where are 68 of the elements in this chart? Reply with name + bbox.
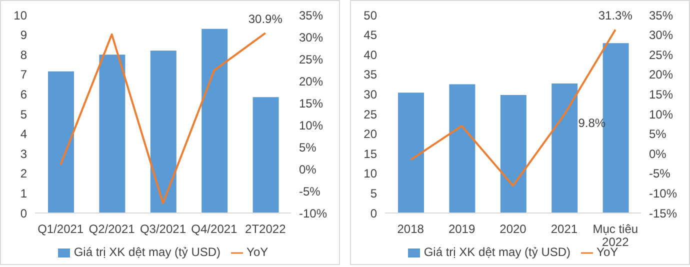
legend-label: YoY — [246, 245, 268, 259]
y2-tick-label: 10% — [649, 107, 674, 122]
y2-tick-label: -5% — [649, 166, 671, 181]
y-tick-label: 3 — [20, 146, 28, 161]
y-tick-label: 35 — [364, 68, 378, 82]
y-tick-label: 9 — [20, 28, 28, 42]
y-tick-label: 4 — [20, 127, 28, 142]
y2-tick-label: -15% — [649, 206, 678, 220]
x-tick-label: 2019 — [448, 222, 476, 236]
bar — [449, 84, 476, 213]
y2-tick-label: 0% — [299, 162, 317, 176]
x-tick-label: 2018 — [397, 222, 424, 236]
y2-tick-label: 35% — [649, 8, 674, 22]
y2-tick-label: 25% — [649, 48, 674, 62]
x-tick-label: Q3/2021 — [140, 222, 186, 236]
y-tick-label: 40 — [364, 48, 378, 62]
y-tick-label: 5 — [370, 186, 378, 200]
y2-tick-label: 5% — [299, 140, 317, 154]
y-tick-label: 0 — [370, 206, 378, 220]
y2-tick-label: 25% — [299, 52, 324, 66]
y-tick-label: 2 — [20, 166, 28, 181]
y2-tick-label: 15% — [649, 87, 674, 102]
bar — [150, 50, 176, 213]
y2-tick-label: 10% — [299, 118, 324, 132]
data-label: 31.3% — [598, 8, 633, 23]
y2-tick-label: -10% — [299, 206, 328, 220]
bar — [500, 94, 526, 213]
x-tick-label: Q2/2021 — [88, 222, 136, 236]
bar — [99, 54, 126, 213]
bar — [202, 28, 228, 213]
x-tick-label: Q1/2021 — [38, 222, 84, 236]
y-tick-label: 6 — [20, 87, 28, 102]
y2-tick-label: 5% — [649, 127, 667, 142]
y-tick-label: 7 — [20, 68, 28, 82]
y2-tick-label: 20% — [299, 74, 324, 88]
bar — [252, 97, 279, 213]
legend-label: Giá trị XK dệt may (tỷ USD) — [74, 245, 221, 259]
y-tick-label: 45 — [364, 28, 378, 42]
legend-label: Giá trị XK dệt may (tỷ USD) — [424, 245, 571, 259]
x-tick-label: 2021 — [550, 222, 578, 236]
line-series — [60, 32, 266, 204]
y-tick-label: 30 — [364, 87, 378, 102]
y2-tick-label: -5% — [299, 184, 321, 198]
y2-tick-label: 0% — [649, 146, 667, 161]
y2-tick-label: 15% — [299, 96, 324, 110]
y-tick-label: 0 — [20, 206, 28, 220]
y-tick-label: 15 — [364, 146, 378, 161]
bar — [552, 84, 578, 213]
y2-tick-label: 20% — [649, 68, 674, 82]
y2-tick-label: 30% — [649, 28, 674, 42]
y-tick-label: 1 — [20, 186, 28, 200]
y-tick-label: 25 — [364, 107, 378, 122]
bar — [398, 92, 424, 213]
y2-tick-label: 30% — [299, 30, 324, 44]
x-tick-label: Q4/2021 — [191, 222, 238, 236]
y-tick-label: 50 — [364, 8, 378, 22]
y-tick-label: 10 — [14, 8, 28, 22]
data-label: 30.9% — [248, 12, 283, 26]
x-tick-label: 2T2022 — [245, 222, 286, 236]
y-tick-label: 8 — [20, 48, 28, 62]
y-tick-label: 20 — [364, 127, 378, 142]
y2-tick-label: 35% — [299, 8, 324, 22]
x-tick-label: 2020 — [500, 222, 527, 236]
line-series — [410, 28, 616, 187]
bar — [48, 71, 74, 213]
y-tick-label: 5 — [20, 107, 28, 122]
y2-tick-label: -10% — [649, 186, 678, 200]
y-tick-label: 10 — [364, 166, 378, 181]
